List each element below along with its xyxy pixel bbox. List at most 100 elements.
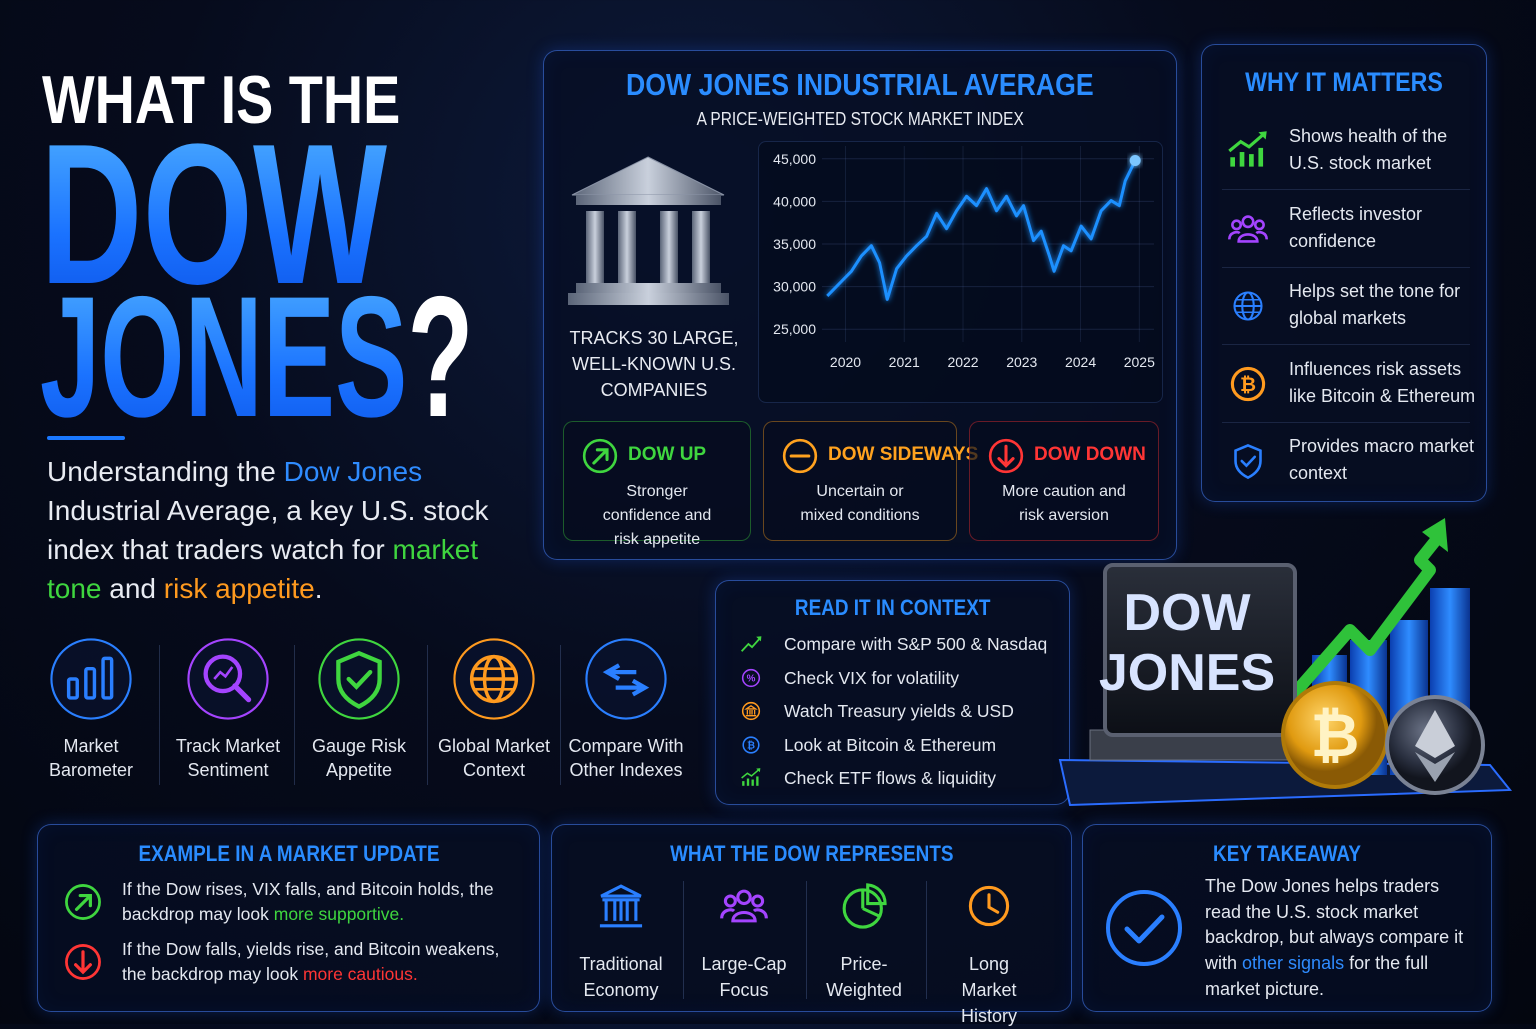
represent-label: Large-Cap Focus <box>701 954 787 1000</box>
why-title: WHY IT MATTERS <box>1202 67 1486 98</box>
feature-label: Market Barometer <box>48 736 134 780</box>
context-text: Check VIX for volatility <box>784 667 960 688</box>
state-text: Uncertain or mixed conditions <box>800 483 920 524</box>
takeaway-text: The Dow Jones helps traders read the U.S… <box>1205 874 1475 1003</box>
badge-illustration: DOW JONES ₿ <box>1058 518 1513 807</box>
represent-label: Traditional Economy <box>579 954 663 1000</box>
represent-icon <box>842 883 887 929</box>
panel-subtitle: A PRICE-WEIGHTED STOCK MARKET INDEX <box>544 109 1176 130</box>
y-tick-label: 45,000 <box>773 151 816 167</box>
divider <box>427 645 428 785</box>
x-tick-label: 2023 <box>1006 354 1037 370</box>
x-tick-label: 2021 <box>889 354 920 370</box>
state-card: DOW UP Stronger confidence and risk appet… <box>563 421 751 548</box>
divider <box>159 645 160 785</box>
intro-segment: . <box>314 573 323 604</box>
context-panel: READ IT IN CONTEXT Compare with S&P 500 … <box>715 580 1070 805</box>
state-card: DOW DOWN More caution and risk aversion <box>969 421 1159 541</box>
example-sentence: If the Dow rises, VIX falls, and Bitcoin… <box>122 879 494 924</box>
svg-text:₿: ₿ <box>1311 702 1360 769</box>
example-text: If the Dow rises, VIX falls, and Bitcoin… <box>122 877 517 927</box>
state-icon <box>582 438 618 474</box>
context-title: READ IT IN CONTEXT <box>716 595 1069 621</box>
why-text: Reflects investor confidence <box>1289 203 1423 251</box>
x-tick-label: 2024 <box>1065 354 1096 370</box>
svg-text:%: % <box>747 673 756 684</box>
state-text: More caution and risk aversion <box>1002 483 1126 524</box>
takeaway-title: KEY TAKEAWAY <box>1083 841 1491 867</box>
state-name: DOW UP <box>628 444 707 465</box>
example-panel: EXAMPLE IN A MARKET UPDATE If the Dow ri… <box>37 824 540 1012</box>
represent-icon <box>968 885 1010 927</box>
represents-panel: WHAT THE DOW REPRESENTS Traditional Econ… <box>551 824 1072 1026</box>
intro-segment: Understanding the <box>47 456 284 487</box>
example-title-text: EXAMPLE IN A MARKET UPDATE <box>137 841 439 866</box>
y-tick-label: 40,000 <box>773 193 816 209</box>
feature-icon <box>187 638 269 720</box>
intro-segment: risk appetite <box>163 573 315 604</box>
y-tick-label: 30,000 <box>773 279 816 295</box>
intro-segment: and <box>101 573 164 604</box>
badge-line1: DOW <box>1123 584 1251 642</box>
x-tick-label: 2025 <box>1124 354 1155 370</box>
hero-title-jones: JONES? <box>40 271 474 443</box>
chart: 25,000 30,000 35,000 40,000 45,000 2020 2021 20… <box>773 146 1155 370</box>
hero-rule <box>47 436 125 440</box>
panel-title-text: DOW JONES INDUSTRIAL AVERAGE <box>626 67 1094 102</box>
state-icon <box>988 438 1024 474</box>
state-name: DOW SIDEWAYS <box>828 444 979 465</box>
hero-title-jones-word: JONES <box>40 261 408 453</box>
svg-text:₿: ₿ <box>1240 373 1256 395</box>
why-item: Shows health of the U.S. stock market <box>1222 119 1470 190</box>
divider <box>294 645 295 785</box>
context-icon <box>740 636 762 652</box>
feature-icon <box>318 638 400 720</box>
state-name: DOW DOWN <box>1034 444 1146 465</box>
why-item: Reflects investor confidence <box>1222 197 1470 268</box>
state-text: Stronger confidence and risk appetite <box>602 483 712 548</box>
represents-title: WHAT THE DOW REPRESENTS <box>552 841 1071 867</box>
feature-icon <box>585 638 667 720</box>
feature-label: Global Market Context <box>437 736 551 780</box>
divider <box>806 881 807 999</box>
feature-label: Gauge Risk Appetite <box>311 736 407 780</box>
example-title: EXAMPLE IN A MARKET UPDATE <box>38 841 539 867</box>
takeaway-text-before: The Dow Jones helps traders read the U.S… <box>1205 876 1464 974</box>
feature: Compare With Other Indexes <box>556 636 696 782</box>
represents-title-text: WHAT THE DOW REPRESENTS <box>669 841 954 866</box>
divider <box>926 881 927 999</box>
represent-icon <box>720 889 768 923</box>
check-icon <box>1106 890 1182 966</box>
feature: Market Barometer <box>21 636 161 782</box>
takeaway-text-after: for the full market picture. <box>1205 953 1429 999</box>
feature-label: Track Market Sentiment <box>175 736 281 780</box>
end-point <box>1129 154 1141 166</box>
x-tick-label: 2020 <box>830 354 861 370</box>
hero-title-mark: ? <box>407 261 474 453</box>
represent-label: Long Market History <box>960 954 1017 1026</box>
hero-intro: Understanding the Dow Jones Industrial A… <box>47 452 517 608</box>
represent-item: Large-Cap Focus <box>684 875 804 1003</box>
why-text: Helps set the tone for global markets <box>1289 281 1461 328</box>
example-icon <box>65 884 101 920</box>
why-item: Provides macro market context <box>1222 429 1474 499</box>
example-item: If the Dow rises, VIX falls, and Bitcoin… <box>60 877 530 931</box>
why-icon <box>1233 291 1263 321</box>
why-text: Influences risk assets like Bitcoin & Et… <box>1289 358 1476 406</box>
feature: Global Market Context <box>424 636 564 782</box>
y-tick-label: 25,000 <box>773 321 816 337</box>
dow-panel: DOW JONES INDUSTRIAL AVERAGE A PRICE-WEI… <box>543 50 1177 560</box>
why-icon: ₿ <box>1230 366 1266 401</box>
why-text: Provides macro market context <box>1289 436 1475 483</box>
why-item: Helps set the tone for global markets <box>1222 274 1470 345</box>
why-icon <box>1228 131 1267 167</box>
example-sentence: If the Dow falls, yields rise, and Bitco… <box>122 939 500 984</box>
represent-label: Price-Weighted <box>826 954 902 1000</box>
represent-item: Long Market History <box>929 875 1049 1029</box>
panel-caption: TRACKS 30 LARGE, WELL-KNOWN U.S. COMPANI… <box>569 328 739 400</box>
context-text: Watch Treasury yields & USD <box>784 701 1014 721</box>
example-item: If the Dow falls, yields rise, and Bitco… <box>60 937 530 991</box>
divider <box>560 645 561 785</box>
takeaway-highlight: other signals <box>1242 953 1345 974</box>
